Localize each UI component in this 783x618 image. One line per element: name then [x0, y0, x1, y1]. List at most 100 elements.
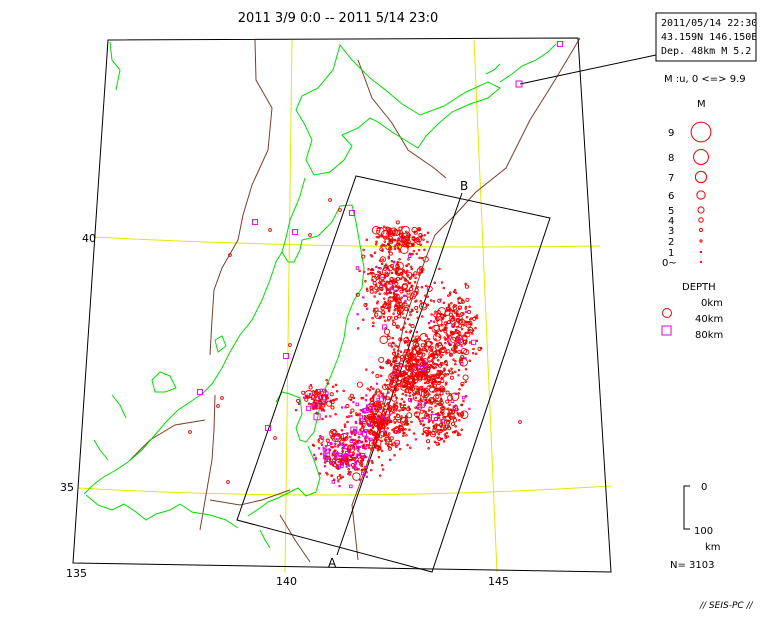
shallow-event — [331, 433, 340, 443]
depth-scale-bottom: 100 — [694, 526, 713, 537]
shallow-event — [475, 316, 479, 320]
shallow-event — [345, 436, 348, 439]
deep-event — [352, 401, 355, 404]
shallow-event — [416, 403, 423, 410]
shallow-event — [360, 462, 364, 465]
shallow-event — [406, 296, 411, 301]
shallow-event — [404, 271, 407, 274]
shallow-event — [427, 321, 431, 325]
shallow-event — [447, 319, 452, 325]
shallow-event — [403, 423, 407, 426]
deep-event — [363, 454, 366, 458]
magnitude-symbol-2 — [699, 239, 703, 243]
shallow-event — [448, 307, 452, 311]
shallow-event — [399, 305, 406, 312]
shallow-event — [362, 318, 365, 322]
shallow-event — [401, 359, 404, 362]
shallow-event — [322, 403, 326, 406]
shallow-event — [432, 427, 437, 432]
deep-event — [424, 360, 427, 364]
shallow-event — [452, 309, 456, 313]
shallow-event — [397, 383, 402, 388]
shallow-event — [400, 397, 404, 401]
shallow-event — [411, 273, 415, 277]
shallow-event — [376, 401, 379, 405]
shallow-event — [423, 392, 428, 397]
shallow-event — [378, 418, 383, 423]
shallow-event — [454, 291, 458, 294]
shallow-event — [390, 271, 394, 275]
shallow-event — [391, 284, 394, 288]
shallow-event — [408, 354, 413, 359]
shallow-event — [376, 448, 380, 452]
shallow-event — [422, 238, 425, 241]
shallow-event — [355, 292, 360, 297]
shallow-event — [396, 372, 405, 381]
shallow-event — [387, 342, 392, 347]
shallow-event — [374, 242, 378, 246]
shallow-event — [393, 415, 397, 419]
shallow-event — [404, 383, 408, 386]
shallow-event — [420, 234, 424, 238]
scattered-event — [283, 353, 289, 359]
shallow-event — [427, 447, 430, 450]
shallow-event — [420, 302, 427, 309]
magnitude-level-8: 8 — [668, 153, 674, 164]
shallow-event — [393, 418, 398, 423]
shallow-event — [446, 425, 450, 429]
shallow-event — [375, 440, 378, 444]
shallow-event — [460, 320, 464, 324]
shallow-event — [371, 425, 375, 428]
shallow-event — [403, 403, 406, 407]
deep-event — [441, 419, 445, 423]
shallow-event — [413, 338, 418, 343]
shallow-event — [356, 381, 363, 388]
event-count: N= 3103 — [670, 560, 715, 571]
shallow-event — [377, 424, 380, 428]
deep-event — [335, 437, 338, 441]
shallow-event — [319, 435, 322, 438]
shallow-event — [301, 390, 306, 395]
shallow-event — [457, 368, 461, 372]
shallow-event — [449, 315, 456, 322]
shallow-event — [389, 364, 393, 367]
shallow-event — [427, 409, 431, 412]
shallow-event — [422, 358, 429, 365]
shallow-event — [386, 419, 391, 424]
shallow-event — [445, 363, 449, 367]
shallow-event — [412, 374, 416, 377]
shallow-event — [434, 316, 438, 320]
shallow-event — [373, 295, 376, 298]
shallow-event — [392, 319, 395, 322]
depth-item-40km: 40km — [695, 314, 723, 325]
shallow-event — [410, 284, 413, 288]
shallow-event — [405, 264, 408, 267]
shallow-event — [406, 309, 410, 312]
shallow-event — [411, 291, 418, 298]
shallow-event — [425, 348, 428, 352]
shallow-event — [307, 402, 311, 405]
shallow-event — [334, 442, 337, 446]
coastline — [83, 41, 557, 549]
shallow-event — [464, 368, 468, 371]
shallow-event — [417, 248, 421, 252]
shallow-event — [464, 320, 468, 324]
shallow-event — [423, 377, 427, 381]
shallow-event — [430, 402, 434, 405]
shallow-event — [384, 442, 388, 445]
shallow-event — [405, 434, 408, 437]
shallow-event — [394, 372, 398, 375]
shallow-event — [304, 397, 309, 402]
magnitude-level-2: 2 — [668, 237, 674, 248]
magnitude-legend-title: M — [697, 99, 706, 110]
shallow-event — [372, 309, 376, 313]
shallow-event — [414, 237, 417, 240]
shallow-event — [435, 353, 439, 356]
shallow-event — [367, 268, 370, 271]
shallow-event — [424, 344, 427, 347]
event-info-box: 2011/05/14 22:30 43.159N 146.150E Dep. 4… — [655, 12, 757, 62]
shallow-event — [442, 286, 446, 290]
info-leader-line — [519, 54, 657, 85]
shallow-event — [396, 345, 400, 348]
